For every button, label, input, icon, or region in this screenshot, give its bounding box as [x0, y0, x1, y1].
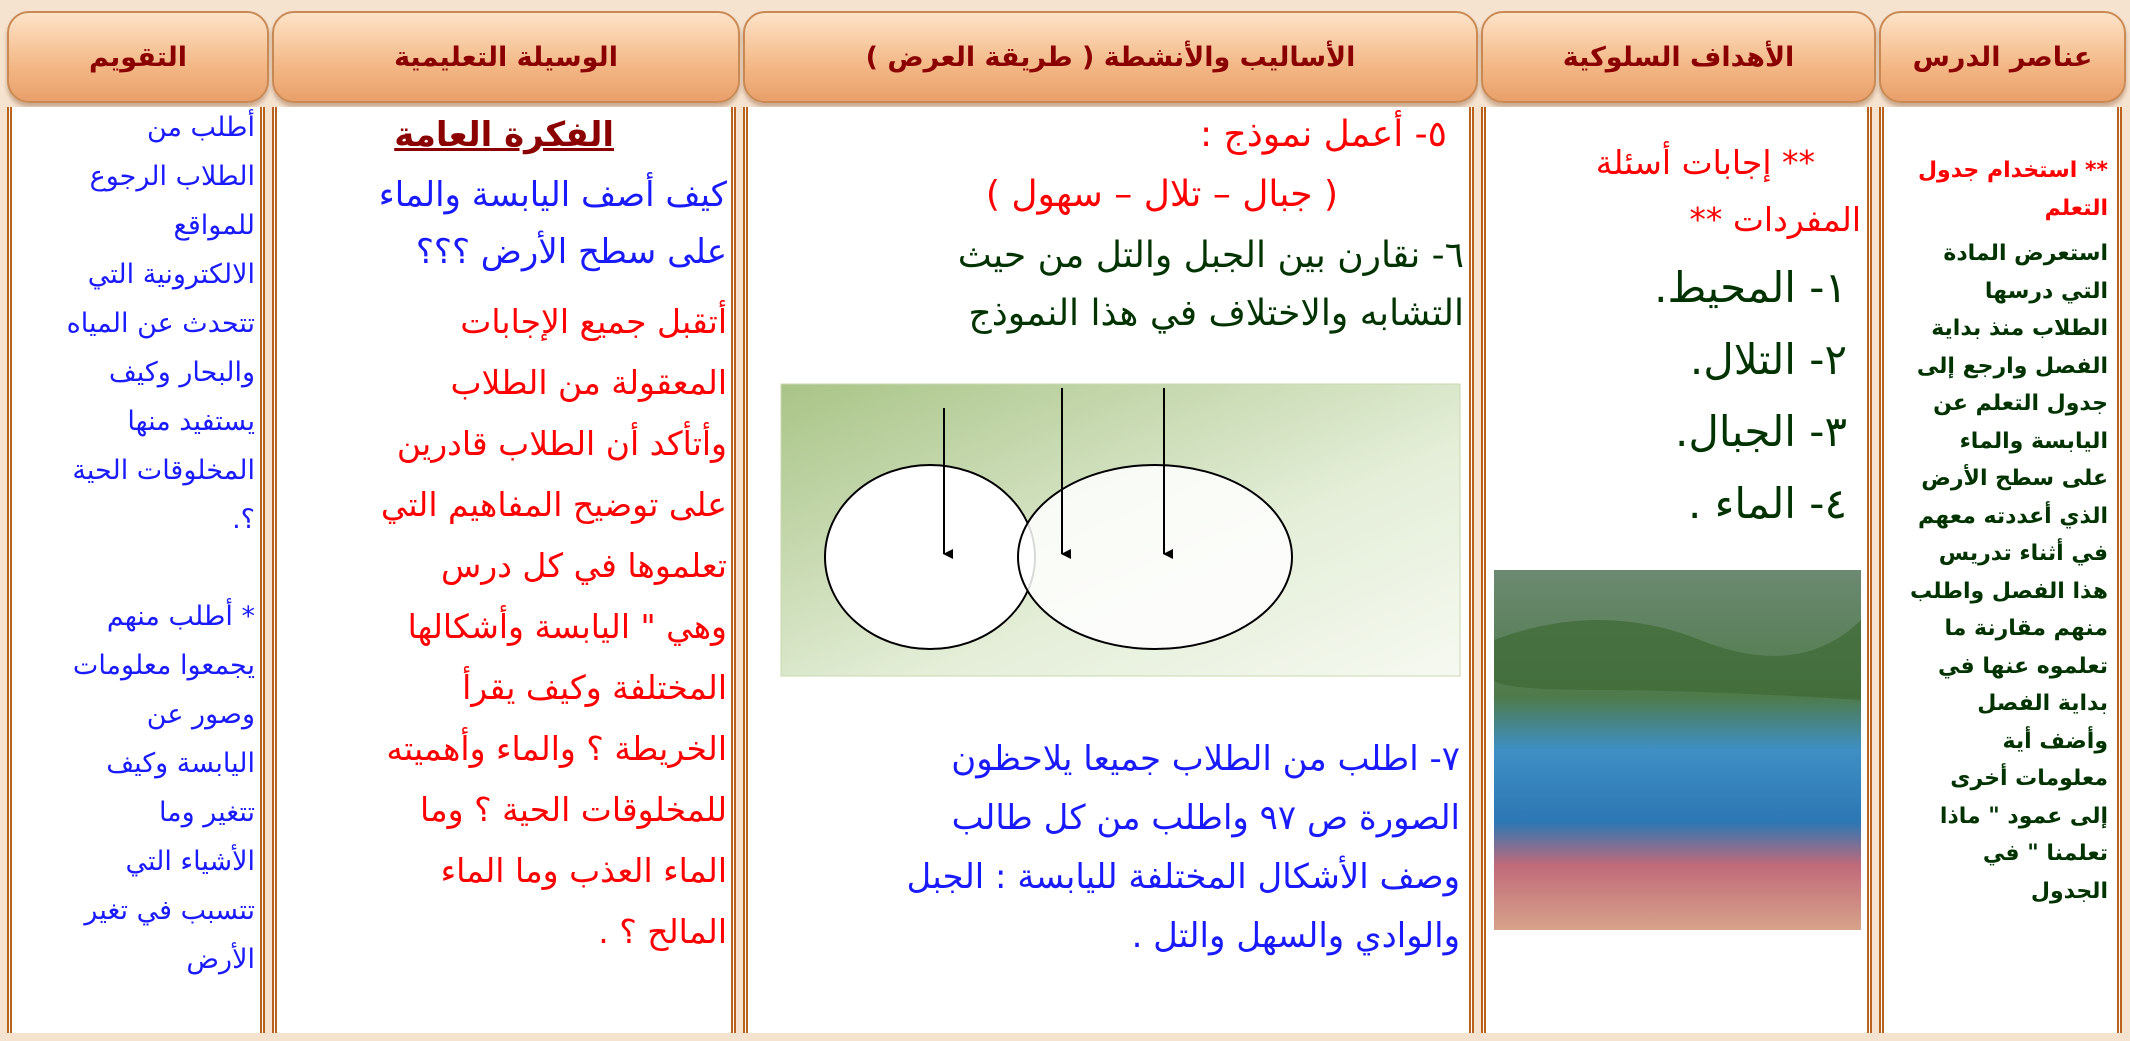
column: [1879, 107, 2122, 1033]
objective-item: ١- المحيط.: [1654, 263, 1847, 312]
elements-line: جدول التعلم عن: [1933, 391, 2108, 416]
elements-line: الجدول: [2030, 878, 2108, 904]
method-step: ٥- أعمل نموذج :: [1199, 114, 1447, 155]
method-step: ( جبال – تلال – سهول ): [985, 174, 1338, 215]
venn-circle: [824, 464, 1036, 650]
evaluation-line: الأرض: [186, 944, 255, 975]
evaluation-line: المخلوقات الحية: [72, 455, 255, 486]
elements-line: وأضف أية: [2002, 728, 2108, 754]
means-question: على سطح الأرض ؟؟؟: [415, 232, 727, 272]
elements-line: هذا الفصل واطلب: [1910, 578, 2108, 604]
elements-line: في أثناء تدريس: [1938, 541, 2108, 566]
evaluation-line: الطلاب الرجوع: [89, 161, 255, 192]
evaluation-line: للمواقع: [173, 210, 255, 241]
evaluation-line: الأشياء التي: [125, 846, 255, 877]
evaluation-line: الالكترونية التي: [87, 259, 255, 290]
evaluation-line: أطلب من: [146, 112, 255, 143]
means-paragraph: المعقولة من الطلاب: [450, 363, 727, 402]
method-step: ٧- اطلب من الطلاب جميعا يلاحظون: [951, 739, 1460, 779]
column-header: الأهداف السلوكية: [1481, 11, 1876, 103]
objectives-heading: ** إجابات أسئلة: [1595, 143, 1815, 182]
means-paragraph: أتقبل جميع الإجابات: [460, 302, 727, 341]
evaluation-line: ؟.: [232, 504, 255, 535]
method-step: ٦- نقارن بين الجبل والتل من حيث: [957, 235, 1464, 276]
evaluation-line: والبحار وكيف: [108, 357, 255, 388]
column-header: التقويم: [7, 11, 269, 103]
means-paragraph: على توضيح المفاهيم التي: [380, 485, 727, 524]
elements-line: بداية الفصل: [1977, 691, 2108, 716]
landscape-photo: [1494, 570, 1861, 930]
evaluation-line: * أطلب منهم: [106, 601, 255, 632]
venn-circle: [1017, 464, 1293, 650]
means-paragraph: وأتأكد أن الطلاب قادرين: [396, 424, 727, 463]
hills: [1494, 620, 1861, 700]
method-step: وصف الأشكال المختلفة لليابسة : الجبل: [906, 857, 1460, 897]
elements-line: الطلاب منذ بداية: [1931, 316, 2108, 341]
elements-line: تعلمنا " في: [1982, 841, 2108, 866]
means-paragraph: وهي " اليابسة وأشكالها: [407, 607, 727, 646]
means-question: كيف أصف اليابسة والماء: [378, 175, 727, 215]
elements-line: إلى عمود " ماذا: [1939, 803, 2108, 829]
evaluation-line: تتسبب في تغير: [84, 895, 255, 926]
column-header: الوسيلة التعليمية: [272, 11, 740, 103]
elements-line: على سطح الأرض: [1921, 466, 2108, 491]
elements-line: اليابسة والماء: [1959, 428, 2108, 454]
evaluation-line: وصور عن: [146, 699, 255, 730]
elements-line: الفصل وارجع إلى: [1916, 353, 2108, 379]
means-paragraph: للمخلوقات الحية ؟ وما: [419, 790, 727, 829]
means-paragraph: الماء العذب وما الماء: [440, 851, 727, 890]
means-paragraph: الخريطة ؟ والماء وأهميته: [386, 729, 727, 768]
elements-line: معلومات أخرى: [1950, 766, 2108, 791]
objectives-heading: المفردات **: [1689, 200, 1861, 239]
means-title: الفكرة العامة: [394, 115, 614, 155]
objective-item: ٤- الماء .: [1687, 479, 1847, 528]
evaluation-line: تتغير وما: [158, 797, 255, 828]
evaluation-line: يجمعوا معلومات: [72, 650, 255, 681]
elements-line: التي درسها: [1984, 278, 2108, 304]
column-header: الأساليب والأنشطة ( طريقة العرض ): [743, 11, 1478, 103]
elements-heading: ** استخدام جدول: [1917, 158, 2108, 183]
evaluation-line: يستفيد منها: [127, 406, 255, 437]
column: [272, 107, 736, 1033]
objective-item: ٣- الجبال.: [1675, 407, 1847, 456]
evaluation-line: اليابسة وكيف: [106, 748, 255, 779]
method-step: التشابه والاختلاف في هذا النموذج: [968, 293, 1464, 334]
means-paragraph: المالح ؟ .: [598, 912, 727, 951]
evaluation-line: تتحدث عن المياه: [66, 308, 255, 339]
column: [7, 107, 265, 1033]
column-header: عناصر الدرس: [1879, 11, 2126, 103]
elements-heading: التعلم: [2044, 196, 2108, 221]
method-step: والوادي والسهل والتل .: [1131, 916, 1460, 956]
method-step: الصورة ص ٩٧ واطلب من كل طالب: [951, 798, 1460, 838]
means-paragraph: المختلفة وكيف يقرأ: [462, 668, 727, 707]
objective-item: ٢- التلال.: [1689, 335, 1847, 384]
elements-line: منهم مقارنة ما: [1944, 616, 2108, 641]
means-paragraph: تعلموها في كل درس: [441, 546, 727, 585]
elements-line: استعرض المادة: [1943, 241, 2108, 266]
elements-line: الذي أعددته معهم: [1918, 503, 2108, 529]
elements-line: تعلموه عنها في: [1938, 653, 2108, 679]
